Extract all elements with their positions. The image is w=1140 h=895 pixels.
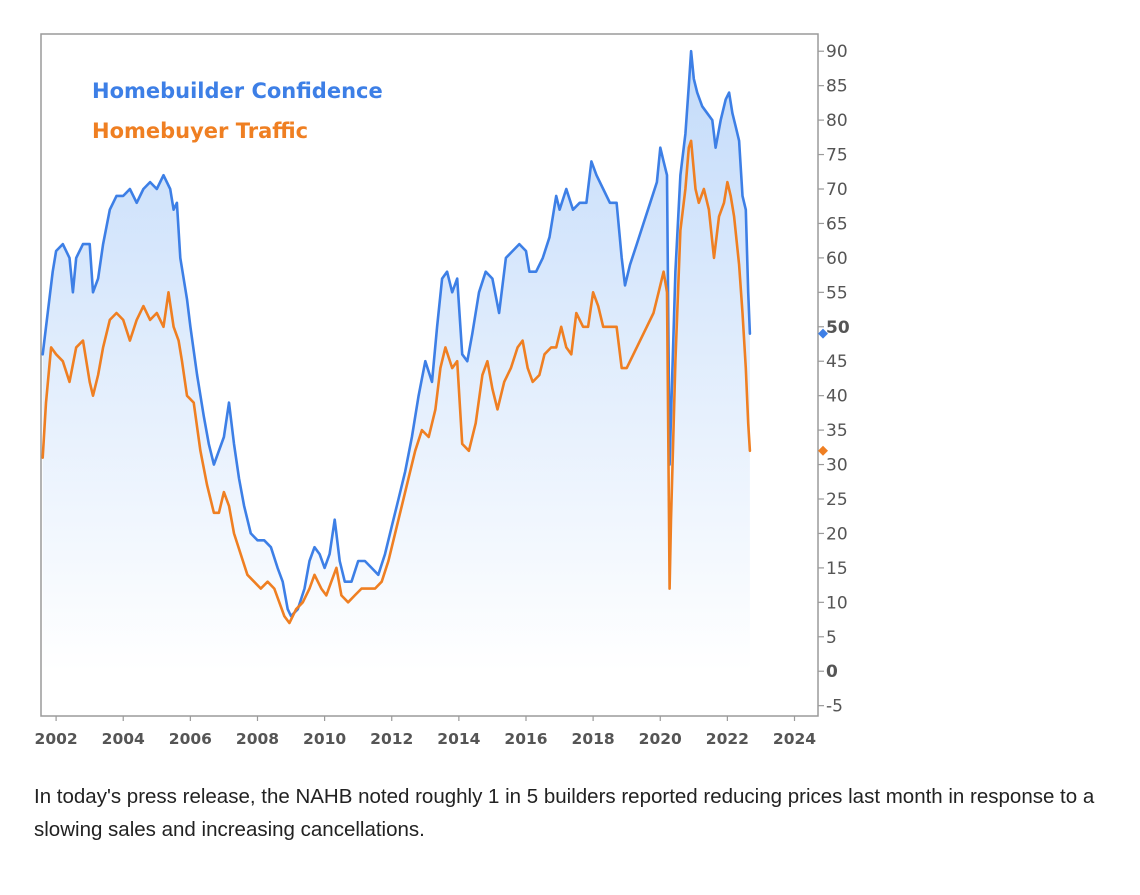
y-tick-label: 15 bbox=[826, 559, 848, 579]
x-tick-label: 2012 bbox=[370, 730, 413, 748]
x-tick-label: 2006 bbox=[169, 730, 212, 748]
y-tick-label: 80 bbox=[826, 111, 848, 131]
y-tick-label: 20 bbox=[826, 524, 848, 544]
y-tick-label: 50 bbox=[826, 318, 850, 338]
y-tick-label: 0 bbox=[826, 662, 838, 682]
series-area-fill bbox=[42, 51, 750, 672]
y-tick-label: 90 bbox=[826, 42, 848, 62]
series-line-2 bbox=[41, 139, 752, 625]
y-tick-label: 45 bbox=[826, 352, 848, 372]
x-tick-label: 2004 bbox=[102, 730, 145, 748]
legend-label: Homebuilder Confidence bbox=[92, 79, 383, 103]
last-value-marker bbox=[818, 445, 828, 456]
y-tick-label: 40 bbox=[826, 387, 848, 407]
plot-frame bbox=[40, 33, 819, 717]
y-tick-label: 75 bbox=[826, 146, 848, 166]
y-tick-label: 55 bbox=[826, 283, 848, 303]
y-tick-label: 65 bbox=[826, 214, 848, 234]
x-tick-label: 2010 bbox=[303, 730, 346, 748]
chart: -5 0 5 10 15 20 25 30 35 40 45 50 55 60 65 70 75 80 85 90 2… bbox=[35, 33, 850, 748]
y-tick-label: 35 bbox=[826, 421, 848, 441]
x-tick-label: 2018 bbox=[572, 730, 615, 748]
x-tick-label: 2014 bbox=[437, 730, 480, 748]
legend-label: Homebuyer Traffic bbox=[92, 119, 308, 143]
x-tick-label: 2016 bbox=[504, 730, 547, 748]
x-tick-label: 2002 bbox=[35, 730, 78, 748]
y-tick-label: 5 bbox=[826, 628, 837, 648]
x-tick-label: 2022 bbox=[706, 730, 749, 748]
y-tick-label: 30 bbox=[826, 456, 848, 476]
x-tick-label: 2024 bbox=[773, 730, 816, 748]
last-value-marker bbox=[818, 328, 828, 339]
y-tick-label: 70 bbox=[826, 180, 848, 200]
y-tick-label: 25 bbox=[826, 490, 848, 510]
y-tick-label: -5 bbox=[826, 697, 843, 717]
y-tick-label: 10 bbox=[826, 593, 848, 613]
y-tick-label: 60 bbox=[826, 249, 848, 269]
x-tick-label: 2008 bbox=[236, 730, 279, 748]
x-tick-label: 2020 bbox=[639, 730, 682, 748]
y-tick-label: 85 bbox=[826, 77, 848, 97]
caption-text: In today's press release, the NAHB noted… bbox=[34, 785, 1095, 841]
